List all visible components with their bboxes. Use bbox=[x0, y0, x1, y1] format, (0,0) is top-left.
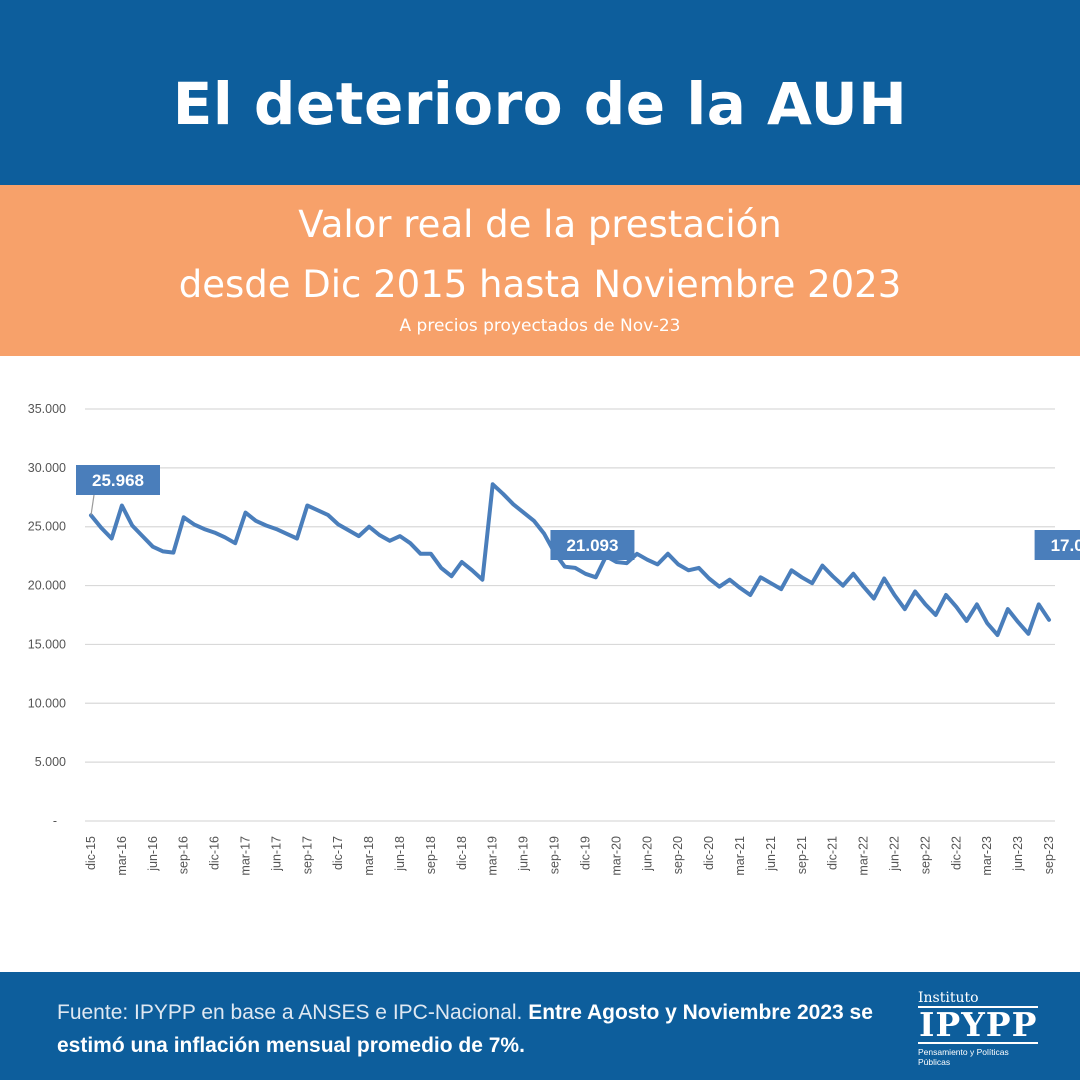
y-tick-label: 35.000 bbox=[28, 402, 66, 416]
x-tick-label: sep-21 bbox=[795, 836, 809, 874]
source-bold: Entre Agosto y Noviembre 2023 se estimó … bbox=[57, 1001, 873, 1057]
footer-banner bbox=[0, 972, 1080, 1080]
x-tick-label: mar-18 bbox=[362, 836, 376, 876]
source-plain: Fuente: IPYPP en base a ANSES e IPC-Naci… bbox=[57, 1001, 529, 1024]
x-tick-label: jun-17 bbox=[269, 836, 283, 872]
data-label-leader bbox=[90, 494, 95, 516]
x-tick-label: dic-19 bbox=[578, 836, 592, 870]
x-tick-label: jun-16 bbox=[146, 836, 160, 872]
gridlines bbox=[85, 408, 1055, 822]
ipypp-logo: Instituto IPYPP Pensamiento y Políticas … bbox=[918, 990, 1038, 1067]
subtitle-band bbox=[0, 185, 1080, 356]
x-tick-label: mar-23 bbox=[980, 836, 994, 876]
data-label-box bbox=[550, 530, 635, 560]
x-tick-label: jun-20 bbox=[640, 836, 654, 872]
logo-top-text: Instituto bbox=[918, 990, 979, 1006]
data-label-box bbox=[1034, 530, 1080, 560]
logo-sub-text: Pensamiento y Políticas Públicas bbox=[918, 1047, 1009, 1067]
x-tick-label: sep-23 bbox=[1042, 836, 1056, 874]
data-label-box bbox=[76, 465, 160, 495]
x-tick-label: mar-16 bbox=[115, 836, 129, 876]
y-tick-label: 10.000 bbox=[28, 696, 66, 710]
x-tick-label: mar-17 bbox=[239, 836, 253, 876]
x-tick-label: dic-18 bbox=[455, 836, 469, 870]
x-tick-label: mar-22 bbox=[857, 836, 871, 876]
x-tick-label: sep-18 bbox=[424, 836, 438, 874]
y-tick-label: 5.000 bbox=[35, 755, 66, 769]
x-tick-label: dic-15 bbox=[84, 836, 98, 870]
y-tick-label: 25.000 bbox=[28, 520, 66, 534]
source-note: Fuente: IPYPP en base a ANSES e IPC-Naci… bbox=[57, 996, 877, 1062]
x-tick-label: dic-22 bbox=[949, 836, 963, 870]
data-label: 25.968 bbox=[92, 471, 144, 490]
x-tick-label: dic-20 bbox=[702, 836, 716, 870]
series-polyline bbox=[89, 482, 1051, 637]
x-tick-label: sep-16 bbox=[177, 836, 191, 874]
x-tick-label: jun-23 bbox=[1011, 836, 1025, 872]
x-tick-label: mar-21 bbox=[733, 836, 747, 876]
x-tick-label: jun-22 bbox=[887, 836, 901, 872]
y-tick-label: 30.000 bbox=[28, 461, 66, 475]
subtitle-line-1: Valor real de la prestación bbox=[298, 203, 782, 246]
header-banner bbox=[0, 0, 1080, 185]
x-tick-label: sep-22 bbox=[918, 836, 932, 874]
x-tick-label: jun-21 bbox=[764, 836, 778, 872]
x-tick-label: mar-19 bbox=[486, 836, 500, 876]
x-tick-label: jun-18 bbox=[393, 836, 407, 872]
y-tick-label: 20.000 bbox=[28, 579, 66, 593]
y-axis-tick-labels: - 5.000 10.000 15.000 20.000 25.000 30.000 35.0… bbox=[28, 402, 66, 828]
x-tick-label: sep-20 bbox=[671, 836, 685, 874]
data-labels: 25.968 21.093 17.091 bbox=[76, 465, 1080, 560]
data-label: 17.091 bbox=[1051, 536, 1080, 555]
line-chart: - 5.000 10.000 15.000 20.000 25.000 30.000 35.0… bbox=[28, 402, 1080, 876]
x-tick-label: sep-19 bbox=[548, 836, 562, 874]
subtitle-line-2: desde Dic 2015 hasta Noviembre 2023 bbox=[178, 263, 902, 306]
x-tick-label: jun-19 bbox=[517, 836, 531, 872]
y-tick-label: - bbox=[53, 814, 57, 828]
data-label: 21.093 bbox=[566, 536, 618, 555]
price-note: A precios proyectados de Nov-23 bbox=[399, 316, 681, 336]
x-tick-label: mar-20 bbox=[609, 836, 623, 876]
x-tick-label: sep-17 bbox=[300, 836, 314, 874]
logo-main-text: IPYPP bbox=[918, 1005, 1038, 1044]
x-tick-label: dic-21 bbox=[826, 836, 840, 870]
x-tick-label: dic-17 bbox=[331, 836, 345, 870]
x-tick-label: dic-16 bbox=[208, 836, 222, 870]
series-line bbox=[89, 482, 1051, 637]
x-axis-tick-labels: dic-15 mar-16 jun-16 sep-16 dic-16 mar-17 jun-… bbox=[84, 836, 1056, 876]
page-title: El deterioro de la AUH bbox=[172, 70, 908, 138]
y-tick-label: 15.000 bbox=[28, 637, 66, 651]
